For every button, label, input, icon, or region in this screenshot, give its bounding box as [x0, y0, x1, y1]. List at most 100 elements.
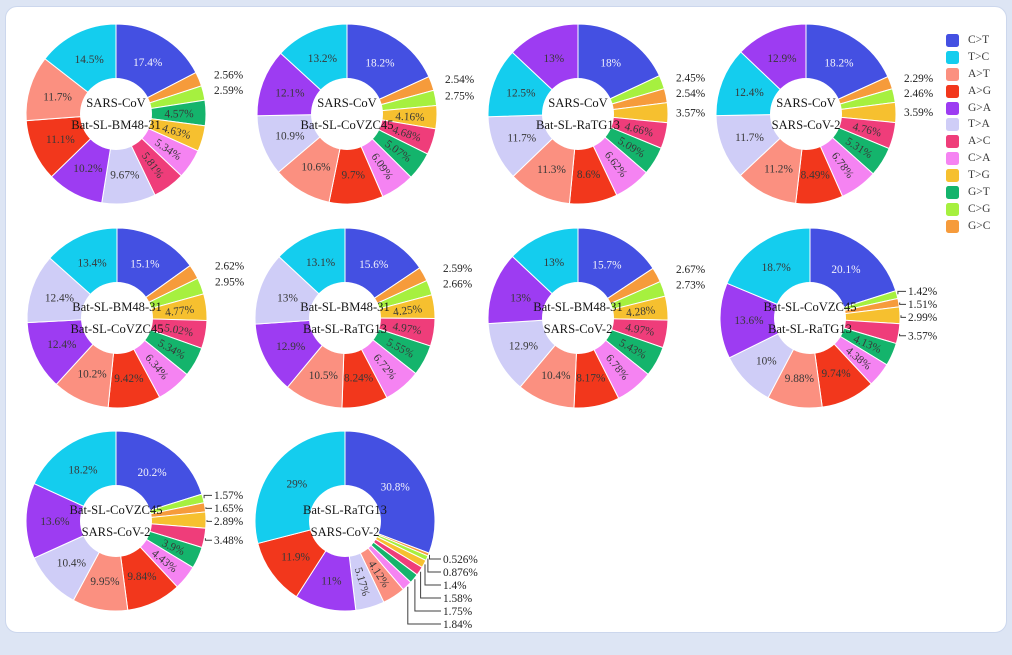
label-leader-line	[415, 579, 441, 611]
slice-value-label: 9.74%	[822, 368, 852, 380]
slice-value-label-outside: 2.99%	[908, 312, 938, 324]
donut-center-label: Bat-SL-CoVZC45	[69, 503, 162, 517]
slice-value-label: 10.9%	[275, 131, 305, 143]
slice-value-label: 18.2%	[824, 58, 854, 70]
slice-value-label: 8.6%	[577, 169, 601, 181]
legend-item-c-to-t[interactable]: C>T	[946, 32, 991, 49]
slice-value-label: 11.2%	[764, 164, 793, 176]
donut-center-label: Bat-SL-CoVZC45	[70, 322, 163, 336]
slice-value-label: 20.2%	[138, 467, 168, 479]
slice-value-label: 13.4%	[78, 257, 108, 269]
slice-value-label: 9.88%	[785, 373, 815, 385]
slice-value-label: 12.9%	[509, 341, 539, 353]
legend-item-label: A>G	[959, 85, 991, 98]
legend-item-g-to-c[interactable]: G>C	[946, 218, 991, 235]
legend-item-label: G>T	[959, 186, 990, 199]
slice-value-label-outside: 3.59%	[904, 107, 934, 119]
slice-value-label: 13.6%	[40, 516, 70, 528]
donut-center-label: SARS-CoV	[776, 96, 836, 110]
legend-item-a-to-g[interactable]: A>G	[946, 83, 991, 100]
label-leader-line	[898, 291, 906, 294]
slice-value-label: 9.7%	[342, 170, 366, 182]
donut-center-label: SARS-CoV-2	[311, 525, 380, 539]
slice-value-label: 15.7%	[592, 259, 622, 271]
slice-value-label: 11.7%	[735, 132, 764, 144]
slice-value-label: 13%	[510, 292, 531, 304]
legend-item-a-to-c[interactable]: A>C	[946, 133, 991, 150]
legend-item-label: T>A	[959, 118, 990, 131]
legend-item-c-to-g[interactable]: C>G	[946, 201, 991, 218]
slice-value-label: 10.4%	[57, 558, 87, 570]
legend-color-swatch	[946, 68, 959, 81]
label-leader-line	[430, 555, 442, 559]
slice-value-label: 12.4%	[47, 339, 77, 351]
legend-color-swatch	[946, 85, 959, 98]
donut-center-label: Bat-SL-BM48-31	[71, 118, 161, 132]
legend-item-g-to-a[interactable]: G>A	[946, 100, 991, 117]
label-leader-line	[900, 303, 906, 305]
donut-center-label: SARS-CoV-2	[772, 118, 841, 132]
slice-value-label: 30.8%	[381, 481, 411, 493]
slice-value-label: 13%	[543, 53, 564, 65]
slice-value-label: 10.2%	[78, 369, 108, 381]
legend-item-g-to-t[interactable]: G>T	[946, 184, 991, 201]
slice-value-label: 12.9%	[276, 341, 306, 353]
legend-item-label: C>T	[959, 34, 989, 47]
slice-value-label: 9.84%	[127, 571, 157, 583]
legend: C>T T>C A>T A>G G>A T>A A>C C>A T>G G>T C>G G>C	[946, 32, 991, 235]
slice-value-label: 11%	[321, 576, 342, 588]
slice-value-label-outside: 1.84%	[443, 619, 473, 631]
legend-color-swatch	[946, 220, 959, 233]
legend-item-label: G>A	[959, 102, 991, 115]
slice-value-label: 13%	[543, 257, 564, 269]
slice-value-label: 11.3%	[537, 164, 566, 176]
donut-chart-bat-sl-covzc45_bat-sl-ratg13: Bat-SL-CoVZC45Bat-SL-RaTG1320.1%4.13%4.3…	[684, 210, 956, 452]
donut-chart-bat-sl-ratg13_sars-cov-2: Bat-SL-RaTG13SARS-CoV-230.8%4.12%5.17%11…	[219, 413, 491, 655]
slice-value-label: 4.57%	[164, 108, 194, 120]
donut-center-label: SARS-CoV-2	[544, 322, 613, 336]
slice-value-label: 17.4%	[133, 57, 163, 69]
legend-item-label: C>G	[959, 203, 990, 216]
slice-value-label: 13.1%	[306, 257, 336, 269]
slice-value-label: 18%	[600, 58, 621, 70]
slice-value-label: 12.1%	[275, 87, 305, 99]
slice-value-label-outside: 1.58%	[443, 593, 473, 605]
slice-value-label: 13.2%	[308, 53, 338, 65]
legend-color-swatch	[946, 135, 959, 148]
donut-center-label: Bat-SL-BM48-31	[72, 300, 162, 314]
legend-color-swatch	[946, 203, 959, 216]
label-leader-line	[205, 538, 212, 540]
slice-value-label: 12.4%	[735, 87, 765, 99]
slice-value-label: 8.49%	[801, 169, 831, 181]
label-leader-line	[900, 334, 906, 336]
slice-value-label-outside: 1.51%	[908, 299, 938, 311]
slice-value-label-outside: 0.526%	[443, 554, 478, 566]
legend-item-t-to-a[interactable]: T>A	[946, 116, 991, 133]
legend-item-a-to-t[interactable]: A>T	[946, 66, 991, 83]
slice-value-label: 10.4%	[541, 370, 571, 382]
legend-item-c-to-a[interactable]: C>A	[946, 150, 991, 167]
slice-value-label-outside: 2.46%	[904, 88, 934, 100]
legend-item-t-to-g[interactable]: T>G	[946, 167, 991, 184]
slice-value-label: 9.95%	[90, 576, 120, 588]
slice-value-label: 10%	[756, 356, 777, 368]
legend-item-label: C>A	[959, 152, 990, 165]
slice-value-label: 14.5%	[75, 54, 105, 66]
slice-value-label: 11.1%	[46, 134, 75, 146]
donut-center-label: Bat-SL-BM48-31	[300, 300, 390, 314]
legend-color-swatch	[946, 51, 959, 64]
legend-item-label: A>T	[959, 68, 990, 81]
legend-item-t-to-c[interactable]: T>C	[946, 49, 991, 66]
slice-value-label: 10.5%	[309, 370, 339, 382]
donut-center-label: SARS-CoV	[548, 96, 608, 110]
label-leader-line	[408, 587, 441, 624]
donut-center-label: Bat-SL-BM48-31	[533, 300, 623, 314]
donut-center-label: Bat-SL-RaTG13	[303, 503, 387, 517]
slice-value-label: 20.1%	[831, 264, 861, 276]
donut-center-label: SARS-CoV	[86, 96, 146, 110]
label-leader-line	[207, 520, 212, 521]
slice-value-label: 9.42%	[114, 373, 144, 385]
slice-value-label: 11.7%	[507, 133, 536, 145]
legend-item-label: T>C	[959, 51, 989, 64]
slice-value-label: 12.4%	[45, 293, 75, 305]
